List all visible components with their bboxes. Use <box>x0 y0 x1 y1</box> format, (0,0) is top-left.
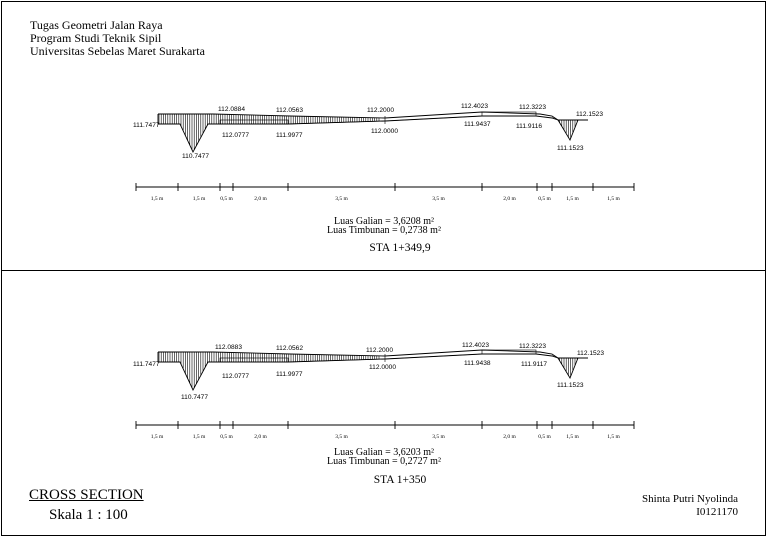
elev-left-edge: 111.7477 <box>133 122 160 129</box>
elev-center-top: 112.2000 <box>366 347 393 354</box>
station-label-2: STA 1+350 <box>373 474 427 486</box>
elev-top-4: 112.3223 <box>519 343 546 350</box>
road-profile-1 <box>157 111 588 154</box>
title-block-header: Tugas Geometri Jalan Raya Program Studi … <box>30 19 205 58</box>
dimension-label: 0,5 m <box>220 434 233 440</box>
luas-galian-1: Luas Galian = 3,6208 m² <box>333 216 434 227</box>
university-name: Universitas Sebelas Maret Surakarta <box>30 44 205 58</box>
dimension-line-2: 1,5 m 1,5 m 0,5 m 2,0 m 3,5 m 3,5 m 2,0 m 0,5 m… <box>135 421 635 440</box>
elev-bottom-1: 112.0777 <box>222 132 249 139</box>
dimension-label: 2,0 m <box>254 434 267 440</box>
elevation-labels-1: 111.7477 110.7477 112.0884 112.0777 112.… <box>133 103 603 160</box>
shoulder-layer-left <box>219 357 289 363</box>
course-name: Tugas Geometri Jalan Raya <box>30 18 163 32</box>
dimension-label: 0,5 m <box>538 196 551 202</box>
dimension-label: 3,5 m <box>335 434 348 440</box>
elev-top-2: 112.0562 <box>276 345 303 352</box>
student-id: I0121170 <box>696 506 738 518</box>
drawing-title: CROSS SECTION <box>29 487 144 503</box>
dimension-label: 3,5 m <box>335 196 348 202</box>
dimension-label: 1,5 m <box>566 196 579 202</box>
elev-bottom-1: 112.0777 <box>222 373 249 380</box>
drawing-scale: Skala 1 : 100 <box>49 507 128 523</box>
elev-right-edge: 112.1523 <box>577 350 604 357</box>
road-profile-2 <box>157 349 588 392</box>
cross-section-drawing-1: 111.7477 110.7477 112.0884 112.0777 112.… <box>133 103 635 202</box>
dimension-label: 1,5 m <box>607 196 620 202</box>
elev-ditch-right: 111.1523 <box>557 145 584 152</box>
author-name: Shinta Putri Nyolinda <box>642 493 738 505</box>
dimension-label: 3,5 m <box>432 196 445 202</box>
luas-timbunan-1: Luas Timbunan = 0,2738 m² <box>327 225 441 236</box>
elev-right-edge: 112.1523 <box>576 111 603 118</box>
dimension-label: 1,5 m <box>193 434 206 440</box>
dimension-label: 1,5 m <box>151 434 164 440</box>
elev-top-3: 112.4023 <box>461 103 488 110</box>
dimension-label: 1,5 m <box>566 434 579 440</box>
elev-bottom-2: 111.9977 <box>276 132 303 139</box>
elev-bottom-4: 111.9116 <box>516 123 542 130</box>
elevation-labels-2: 111.7477 110.7477 112.0883 112.0777 112.… <box>133 342 604 401</box>
dimension-label: 1,5 m <box>193 196 206 202</box>
program-name: Program Studi Teknik Sipil <box>30 31 162 45</box>
dimension-label: 2,0 m <box>503 196 516 202</box>
section-divider <box>1 270 766 271</box>
elev-top-3: 112.4023 <box>462 342 489 349</box>
elev-ditch-left: 110.7477 <box>182 153 209 160</box>
elev-ditch-right: 111.1523 <box>557 382 584 389</box>
elev-top-1: 112.0883 <box>215 344 242 351</box>
elev-bottom-3: 111.9437 <box>464 121 491 128</box>
elev-bottom-4: 111.9117 <box>521 361 547 368</box>
elev-top-1: 112.0884 <box>218 106 245 113</box>
dimension-label: 0,5 m <box>538 434 551 440</box>
elev-center-top: 112.2000 <box>367 107 394 114</box>
dimension-label: 3,5 m <box>432 434 445 440</box>
luas-galian-2: Luas Galian = 3,6203 m² <box>333 447 434 458</box>
elev-bottom-2: 111.9977 <box>276 371 303 378</box>
elev-bottom-3: 111.9438 <box>464 360 491 367</box>
pavement-base-line <box>289 120 386 125</box>
dimension-label: 2,0 m <box>503 434 516 440</box>
elev-left-edge: 111.7477 <box>133 361 160 368</box>
shoulder-layer-left <box>219 119 289 125</box>
shoulder-layer-right <box>481 349 537 355</box>
pavement-base-line <box>384 115 483 122</box>
elev-center-bottom: 112.0000 <box>371 128 398 135</box>
elev-top-2: 112.0563 <box>276 107 303 114</box>
luas-timbunan-2: Luas Timbunan = 0,2727 m² <box>327 456 441 467</box>
elev-ditch-left: 110.7477 <box>181 394 208 401</box>
dimension-label: 1,5 m <box>151 196 164 202</box>
elev-center-bottom: 112.0000 <box>369 364 396 371</box>
station-label-1: STA 1+349,9 <box>369 242 431 254</box>
pavement-base-line <box>289 358 386 363</box>
author-block: Shinta Putri Nyolinda I0121170 <box>642 493 738 519</box>
dimension-label: 0,5 m <box>220 196 233 202</box>
pavement-base-line <box>384 353 483 360</box>
dimension-label: 2,0 m <box>254 196 267 202</box>
elev-top-4: 112.3223 <box>519 104 546 111</box>
shoulder-layer-right <box>481 111 537 117</box>
dimension-line-1: 1,5 m 1,5 m 0,5 m 2,0 m 3,5 m 3,5 m 2,0 m 0,5 m… <box>135 183 635 202</box>
dimension-label: 1,5 m <box>607 434 620 440</box>
